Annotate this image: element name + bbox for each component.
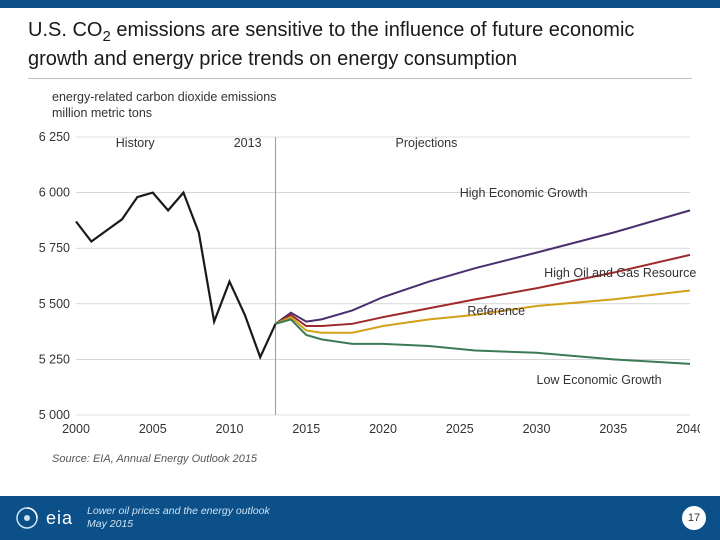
eia-logo: eia <box>0 505 73 531</box>
svg-text:6 000: 6 000 <box>39 186 70 200</box>
svg-text:2030: 2030 <box>523 422 551 436</box>
footer-bar: eia Lower oil prices and the energy outl… <box>0 496 720 540</box>
svg-text:2020: 2020 <box>369 422 397 436</box>
footer-note-line2: May 2015 <box>87 518 270 531</box>
svg-text:2000: 2000 <box>62 422 90 436</box>
svg-text:2010: 2010 <box>216 422 244 436</box>
svg-text:2035: 2035 <box>599 422 627 436</box>
chart-subtitle: energy-related carbon dioxide emissions … <box>0 83 720 122</box>
header-history: History <box>116 136 156 150</box>
header-projections: Projections <box>396 136 458 150</box>
source-citation: Source: EIA, Annual Energy Outlook 2015 <box>0 447 720 465</box>
svg-text:2025: 2025 <box>446 422 474 436</box>
svg-text:2015: 2015 <box>292 422 320 436</box>
chart-svg: 5 000 5 250 5 500 5 750 6 000 6 250 2000 2005 20… <box>20 127 700 447</box>
svg-text:5 750: 5 750 <box>39 241 70 255</box>
eia-logo-icon <box>14 505 40 531</box>
svg-text:2040: 2040 <box>676 422 700 436</box>
series-label-reference: Reference <box>467 304 525 318</box>
series-low_econ <box>276 320 690 364</box>
page-number-text: 17 <box>688 512 700 524</box>
page-number: 17 <box>682 506 706 530</box>
header-divider-year: 2013 <box>234 136 262 150</box>
series-label-high_oil_gas: High Oil and Gas Resource <box>544 266 696 280</box>
title-sub: 2 <box>102 28 110 45</box>
svg-text:5 500: 5 500 <box>39 297 70 311</box>
subtitle-line1: energy-related carbon dioxide emissions <box>52 89 720 105</box>
series-label-low_econ: Low Economic Growth <box>537 373 662 387</box>
svg-text:2005: 2005 <box>139 422 167 436</box>
title-part2: emissions are sensitive to the influence… <box>28 19 634 70</box>
title-block: U.S. CO2 emissions are sensitive to the … <box>0 8 720 83</box>
top-accent-bar <box>0 0 720 8</box>
svg-text:5 250: 5 250 <box>39 353 70 367</box>
series-label-high_econ: High Economic Growth <box>460 186 588 200</box>
series-history <box>76 193 276 358</box>
eia-logo-text: eia <box>46 508 73 529</box>
svg-text:6 250: 6 250 <box>39 130 70 144</box>
svg-text:5 000: 5 000 <box>39 408 70 422</box>
page-title: U.S. CO2 emissions are sensitive to the … <box>28 18 692 79</box>
title-part1: U.S. CO <box>28 19 102 41</box>
footer-note: Lower oil prices and the energy outlook … <box>73 505 270 530</box>
emissions-chart: 5 000 5 250 5 500 5 750 6 000 6 250 2000 2005 20… <box>20 127 700 447</box>
footer-note-line1: Lower oil prices and the energy outlook <box>87 505 270 518</box>
subtitle-line2: million metric tons <box>52 105 720 121</box>
